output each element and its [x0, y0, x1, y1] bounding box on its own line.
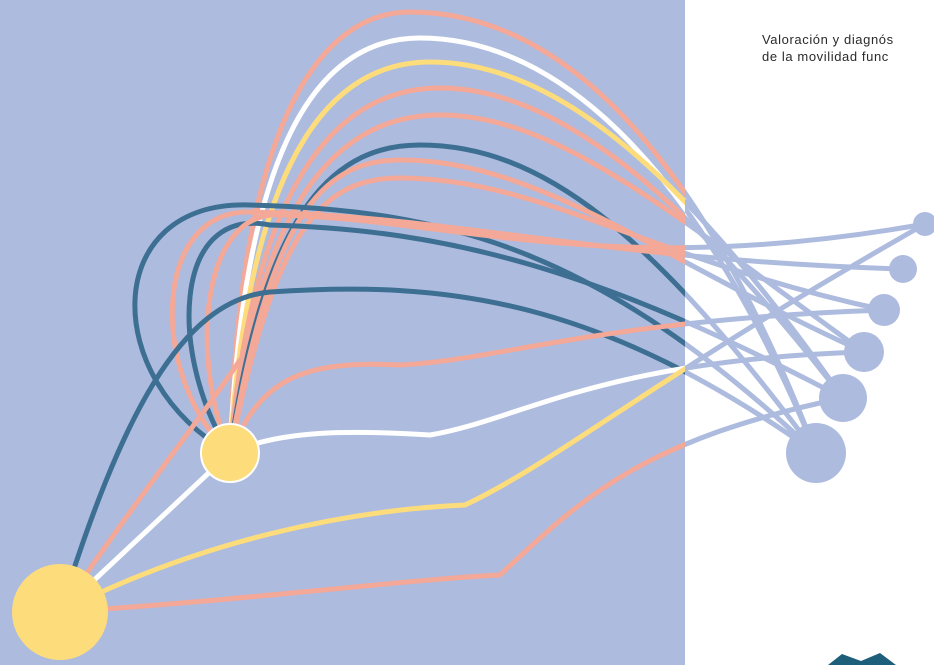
node: [819, 374, 867, 422]
title-line: de la movilidad func: [762, 48, 894, 65]
cover: Valoración y diagnós de la movilidad fun…: [0, 0, 934, 665]
node: [868, 294, 900, 326]
logo: [828, 653, 896, 665]
title: Valoración y diagnós de la movilidad fun…: [762, 31, 894, 65]
node: [201, 424, 259, 482]
node: [844, 332, 884, 372]
artwork: [0, 0, 934, 665]
title-line: Valoración y diagnós: [762, 31, 894, 48]
node: [12, 564, 108, 660]
node: [786, 423, 846, 483]
node: [913, 212, 934, 236]
node: [889, 255, 917, 283]
